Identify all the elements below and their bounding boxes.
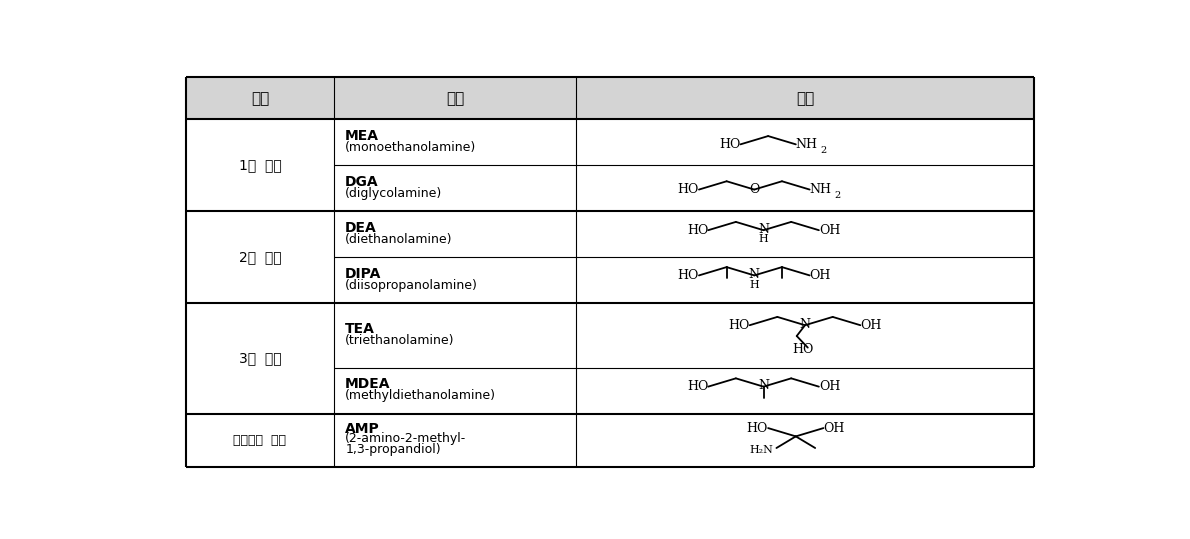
Text: 1차  아민: 1차 아민 [238,158,281,172]
Text: 분류: 분류 [251,91,269,106]
Text: HO: HO [677,269,699,282]
Text: DEA: DEA [345,220,377,234]
Text: DIPA: DIPA [345,267,382,281]
Text: HO: HO [677,183,699,196]
Text: AMP: AMP [345,422,380,436]
Text: H: H [750,280,759,289]
Text: OH: OH [809,269,831,282]
Text: N: N [758,379,769,392]
Text: OH: OH [819,380,840,393]
Text: DGA: DGA [345,175,378,189]
Text: MEA: MEA [345,129,380,143]
Text: (2-amino-2-methyl-: (2-amino-2-methyl- [345,432,466,445]
Text: (diisopropanolamine): (diisopropanolamine) [345,279,478,292]
Text: HO: HO [687,224,708,237]
Text: H₂N: H₂N [750,445,774,455]
Text: 2차  아민: 2차 아민 [238,251,281,264]
Text: N: N [758,223,769,236]
Text: HO: HO [793,343,814,356]
Text: 1,3-propandiol): 1,3-propandiol) [345,443,440,456]
Text: 명칭: 명칭 [446,91,464,106]
Text: 입체장애  아민: 입체장애 아민 [233,434,287,447]
Text: H: H [759,234,769,244]
Text: HO: HO [747,421,768,434]
Text: OH: OH [860,319,882,331]
Text: (triethanolamine): (triethanolamine) [345,334,455,347]
Text: MDEA: MDEA [345,377,390,391]
Text: (monoethanolamine): (monoethanolamine) [345,141,476,154]
Text: 구조: 구조 [796,91,814,106]
Text: (diethanolamine): (diethanolamine) [345,233,452,246]
Text: (methyldiethanolamine): (methyldiethanolamine) [345,389,496,402]
Text: HO: HO [719,138,740,151]
Text: NH: NH [796,138,818,151]
Text: O: O [750,183,759,196]
Text: (diglycolamine): (diglycolamine) [345,187,443,200]
Text: N: N [800,318,810,331]
Text: TEA: TEA [345,322,375,336]
Text: HO: HO [728,319,750,331]
Text: NH: NH [809,183,832,196]
Text: OH: OH [823,421,845,434]
Text: 2: 2 [821,146,827,155]
Text: HO: HO [687,380,708,393]
Text: 2: 2 [834,191,841,200]
Text: OH: OH [819,224,840,237]
Text: N: N [749,268,759,281]
Text: 3차  아민: 3차 아민 [238,351,281,365]
Bar [186,77,1034,119]
